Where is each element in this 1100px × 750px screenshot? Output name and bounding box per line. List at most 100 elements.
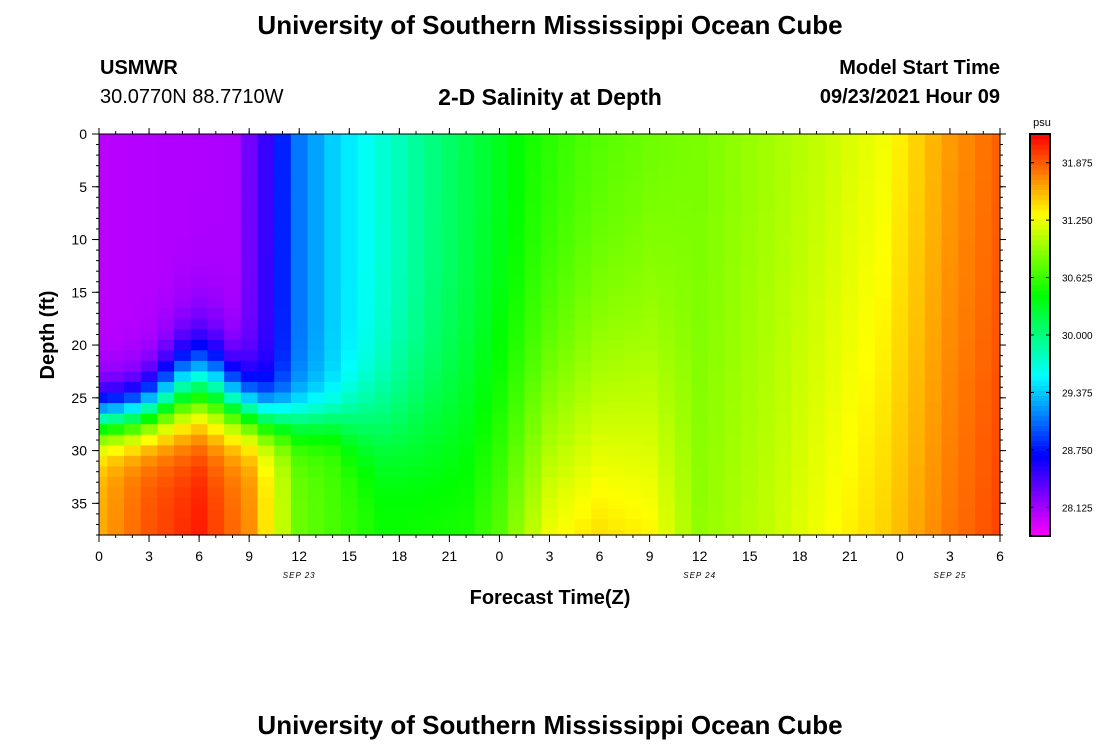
heatmap-cell	[607, 413, 626, 425]
heatmap-cell	[607, 170, 626, 183]
heatmap-cell	[607, 434, 626, 446]
heatmap-cell	[758, 424, 776, 436]
heatmap-cell	[724, 202, 742, 214]
heatmap-cell	[491, 476, 509, 489]
heatmap-cell	[307, 350, 325, 362]
heatmap-cell	[324, 202, 342, 214]
heatmap-cell	[874, 213, 893, 225]
heatmap-cell	[224, 466, 242, 478]
heatmap-cell	[224, 424, 242, 436]
heatmap-cell	[507, 529, 526, 536]
heatmap-cell	[991, 424, 1001, 436]
heatmap-cell	[741, 339, 759, 351]
heatmap-cell	[641, 329, 659, 341]
heatmap-cell	[491, 223, 509, 235]
heatmap-cell	[624, 413, 642, 425]
heatmap-cell	[724, 181, 742, 193]
heatmap-cell	[858, 371, 876, 383]
heatmap-cell	[941, 329, 959, 341]
heatmap-cell	[257, 434, 275, 446]
heatmap-cell	[224, 223, 242, 235]
heatmap-cell	[491, 265, 509, 278]
heatmap-cell	[808, 276, 826, 288]
heatmap-cell	[724, 149, 742, 161]
heatmap-cell	[541, 276, 559, 288]
heatmap-cell	[657, 529, 676, 536]
heatmap-cell	[340, 139, 359, 151]
heatmap-cell	[741, 329, 759, 341]
heatmap-cell	[908, 149, 926, 161]
heatmap-cell	[124, 134, 142, 140]
heatmap-cell	[624, 466, 642, 478]
heatmap-cell	[224, 297, 242, 309]
heatmap-cell	[858, 360, 876, 373]
heatmap-cell	[374, 403, 392, 415]
heatmap-cell	[557, 392, 576, 404]
heatmap-cell	[791, 403, 809, 415]
heatmap-cell	[791, 455, 809, 468]
heatmap-cell	[174, 350, 192, 362]
heatmap-cell	[591, 508, 609, 520]
heatmap-cell	[290, 234, 309, 246]
heatmap-cell	[491, 297, 509, 309]
colorbar-cell	[1030, 299, 1050, 306]
heatmap-cell	[257, 244, 275, 256]
heatmap-cell	[491, 170, 509, 183]
colorbar-cell	[1030, 224, 1050, 231]
heatmap-cell	[991, 413, 1001, 425]
heatmap-cell	[974, 360, 993, 373]
heatmap-cell	[891, 223, 909, 235]
heatmap-cell	[591, 371, 609, 383]
heatmap-cell	[407, 223, 425, 235]
heatmap-cell	[240, 455, 259, 468]
heatmap-cell	[858, 244, 876, 256]
heatmap-cell	[974, 213, 993, 225]
heatmap-cell	[441, 287, 459, 299]
heatmap-cell	[774, 297, 793, 309]
footer-title: University of Southern Mississippi Ocean…	[257, 710, 843, 740]
heatmap-cell	[924, 170, 943, 183]
y-tick-label: 35	[71, 495, 87, 511]
heatmap-cell	[99, 318, 108, 330]
heatmap-cell	[507, 276, 526, 288]
heatmap-cell	[724, 339, 742, 351]
heatmap-cell	[324, 350, 342, 362]
heatmap-cell	[541, 160, 559, 172]
heatmap-cell	[240, 308, 259, 320]
heatmap-cell	[741, 519, 759, 531]
heatmap-cell	[457, 276, 476, 288]
heatmap-cell	[99, 476, 108, 489]
heatmap-cell	[107, 213, 125, 225]
heatmap-cell	[641, 234, 659, 246]
heatmap-cell	[891, 434, 909, 446]
heatmap-cell	[724, 134, 742, 140]
colorbar-cell	[1030, 520, 1050, 527]
heatmap-cell	[107, 192, 125, 204]
heatmap-cell	[524, 360, 542, 373]
heatmap-cell	[858, 265, 876, 278]
heatmap-cell	[290, 276, 309, 288]
heatmap-cell	[674, 487, 692, 499]
heatmap-cell	[891, 139, 909, 151]
heatmap-cell	[908, 234, 926, 246]
heatmap-cell	[274, 318, 292, 330]
colorbar-cell	[1030, 385, 1050, 391]
heatmap-cell	[257, 445, 275, 457]
heatmap-cell	[674, 318, 692, 330]
heatmap-cell	[424, 403, 442, 415]
heatmap-cell	[591, 139, 609, 151]
heatmap-cell	[991, 244, 1001, 256]
heatmap-cell	[240, 498, 259, 510]
heatmap-cell	[791, 371, 809, 383]
heatmap-cell	[808, 255, 826, 267]
heatmap-cell	[858, 413, 876, 425]
heatmap-cell	[991, 466, 1001, 478]
heatmap-cell	[257, 213, 275, 225]
heatmap-cell	[274, 160, 292, 172]
heatmap-cell	[474, 381, 492, 394]
heatmap-cell	[657, 276, 676, 288]
heatmap-cell	[257, 350, 275, 362]
heatmap-cell	[374, 213, 392, 225]
heatmap-cell	[841, 487, 859, 499]
heatmap-cell	[574, 360, 592, 373]
